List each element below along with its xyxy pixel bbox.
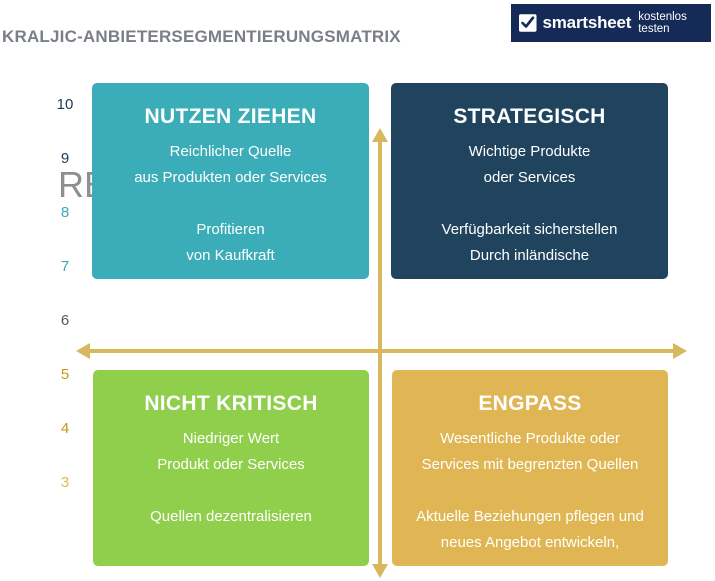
quadrant-title: STRATEGISCH — [453, 105, 606, 128]
background-text: RE — [58, 164, 92, 205]
page-title: KRALJIC-ANBIETERSEGMENTIERUNGSMATRIX — [2, 27, 401, 46]
left-arrowhead — [76, 343, 90, 359]
axis-number-10: 10 — [56, 96, 74, 113]
brand-name: smartsheet — [542, 13, 632, 32]
axis-number-6: 6 — [60, 312, 70, 329]
vertical-axis-line — [378, 140, 382, 565]
quadrant-action: Profitieren von Kaufkraft — [186, 221, 275, 264]
axis-number-5: 5 — [60, 366, 70, 383]
axis-number-8: 8 — [60, 204, 70, 221]
quadrant-title: NUTZEN ZIEHEN — [144, 105, 317, 128]
bottom-arrowhead — [372, 564, 388, 578]
quadrant-description: Wesentliche Produkte oder Services mit b… — [421, 430, 639, 473]
smartsheet-logo-icon — [519, 14, 537, 32]
axis-number-3: 3 — [60, 474, 70, 491]
smartsheet-banner[interactable]: smartsheet kostenlos testen — [511, 4, 711, 42]
axis-number-9: 9 — [60, 150, 70, 167]
axis-number-4: 4 — [60, 420, 70, 437]
quadrant-nicht-kritisch: NICHT KRITISCH Niedriger Wert Produkt od… — [93, 370, 369, 566]
quadrant-strategisch: STRATEGISCH Wichtige Produkte oder Servi… — [391, 83, 668, 279]
brand-cta: kostenlos testen — [638, 11, 687, 35]
quadrant-action: Aktuelle Beziehungen pflegen und neues A… — [416, 508, 644, 551]
axis-number-7: 7 — [60, 258, 70, 275]
quadrant-nutzen-ziehen: NUTZEN ZIEHEN Reichlicher Quelle aus Pro… — [92, 83, 369, 279]
top-arrowhead — [372, 128, 388, 142]
quadrant-description: Reichlicher Quelle aus Produkten oder Se… — [134, 143, 327, 186]
quadrant-title: ENGPASS — [478, 392, 582, 415]
right-arrowhead — [673, 343, 687, 359]
quadrant-description: Niedriger Wert Produkt oder Services — [157, 430, 305, 473]
quadrant-action: Verfügbarkeit sicherstellen Durch inländ… — [441, 221, 618, 264]
quadrant-engpass: ENGPASS Wesentliche Produkte oder Servic… — [392, 370, 668, 566]
quadrant-action: Quellen dezentralisieren — [150, 508, 312, 525]
quadrant-title: NICHT KRITISCH — [144, 392, 318, 415]
quadrant-description: Wichtige Produkte oder Services — [468, 143, 591, 186]
